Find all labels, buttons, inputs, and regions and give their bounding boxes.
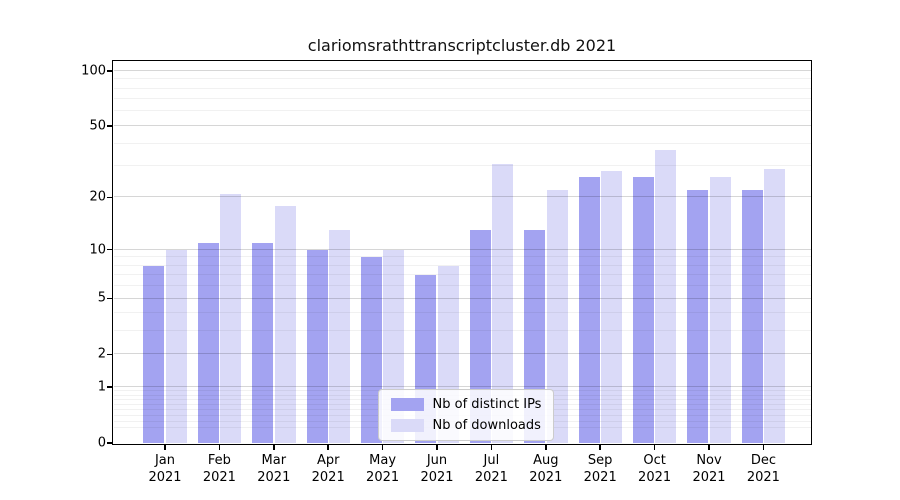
x-tick-mark bbox=[164, 444, 166, 450]
y-tick-label-10: 10 bbox=[89, 242, 106, 258]
x-tick-mark bbox=[653, 444, 656, 450]
y-tick-label-20: 20 bbox=[89, 189, 106, 205]
y-tick-mark bbox=[107, 70, 112, 72]
bar-distinct-ips-apr bbox=[306, 249, 328, 443]
bar-distinct-ips-jan bbox=[143, 265, 165, 443]
y-tick-mark bbox=[107, 386, 112, 388]
x-tick-mark bbox=[273, 444, 275, 450]
x-tick-mark bbox=[708, 444, 710, 450]
x-tick-mark bbox=[545, 444, 547, 450]
x-tick-mark bbox=[381, 444, 384, 450]
bar-downloads-apr bbox=[328, 230, 350, 443]
bar-downloads-dec bbox=[764, 168, 786, 443]
bar-downloads-sep bbox=[600, 171, 622, 443]
bar-distinct-ips-may bbox=[360, 257, 382, 443]
bar-distinct-ips-sep bbox=[578, 177, 600, 443]
y-tick-label-0: 0 bbox=[97, 435, 106, 451]
bar-downloads-oct bbox=[655, 149, 677, 443]
legend-swatch-distinct-ips bbox=[390, 398, 424, 411]
bar-downloads-nov bbox=[709, 177, 731, 443]
y-tick-mark bbox=[107, 125, 112, 127]
x-tick-label-feb: Feb 2021 bbox=[202, 453, 236, 485]
x-tick-label-sep: Sep 2021 bbox=[583, 453, 617, 485]
y-tick-label-50: 50 bbox=[89, 118, 106, 134]
x-tick-mark bbox=[599, 444, 601, 450]
y-tick-mark bbox=[107, 353, 112, 356]
y-tick-label-2: 2 bbox=[97, 346, 106, 362]
x-tick-label-dec: Dec 2021 bbox=[746, 453, 780, 485]
bar-downloads-mar bbox=[274, 205, 296, 443]
bar-distinct-ips-dec bbox=[741, 190, 763, 443]
x-tick-mark bbox=[762, 444, 765, 450]
legend-label-downloads: Nb of downloads bbox=[432, 418, 541, 433]
y-tick-mark bbox=[107, 248, 112, 251]
y-tick-label-1: 1 bbox=[97, 379, 106, 395]
x-tick-label-jan: Jan 2021 bbox=[148, 453, 182, 485]
legend-item-distinct-ips: Nb of distinct IPs bbox=[390, 397, 542, 412]
bars-layer bbox=[114, 61, 811, 443]
legend-swatch-downloads bbox=[390, 419, 424, 432]
x-tick-label-jun: Jun 2021 bbox=[420, 453, 454, 485]
bar-downloads-aug bbox=[546, 190, 568, 443]
bar-distinct-ips-mar bbox=[252, 242, 274, 443]
y-tick-label-100: 100 bbox=[81, 63, 106, 79]
x-tick-label-jul: Jul 2021 bbox=[474, 453, 508, 485]
chart-title: clariomsrathttranscriptcluster.db 2021 bbox=[307, 36, 617, 55]
x-tick-label-mar: Mar 2021 bbox=[257, 453, 291, 485]
y-tick-label-5: 5 bbox=[97, 290, 106, 306]
bar-distinct-ips-oct bbox=[632, 177, 654, 443]
x-tick-label-may: May 2021 bbox=[366, 453, 400, 485]
legend-item-downloads: Nb of downloads bbox=[390, 418, 542, 433]
bar-distinct-ips-nov bbox=[687, 190, 709, 443]
bar-downloads-feb bbox=[220, 193, 242, 443]
x-tick-mark bbox=[327, 444, 329, 450]
y-tick-mark bbox=[107, 196, 112, 199]
x-tick-label-aug: Aug 2021 bbox=[529, 453, 563, 485]
legend-label-distinct-ips: Nb of distinct IPs bbox=[432, 397, 542, 412]
bar-downloads-jan bbox=[165, 249, 187, 443]
x-tick-label-apr: Apr 2021 bbox=[311, 453, 345, 485]
y-tick-mark bbox=[107, 442, 112, 444]
plot-area: Nb of distinct IPs Nb of downloads bbox=[112, 59, 812, 445]
x-tick-label-oct: Oct 2021 bbox=[638, 453, 672, 485]
legend: Nb of distinct IPs Nb of downloads bbox=[377, 389, 555, 441]
x-tick-mark bbox=[218, 444, 221, 450]
x-tick-label-nov: Nov 2021 bbox=[692, 453, 726, 485]
bar-distinct-ips-feb bbox=[197, 242, 219, 443]
x-tick-mark bbox=[436, 444, 438, 450]
x-tick-mark bbox=[490, 444, 493, 450]
y-tick-mark bbox=[107, 297, 112, 300]
bar-downloads-jul bbox=[492, 163, 514, 443]
